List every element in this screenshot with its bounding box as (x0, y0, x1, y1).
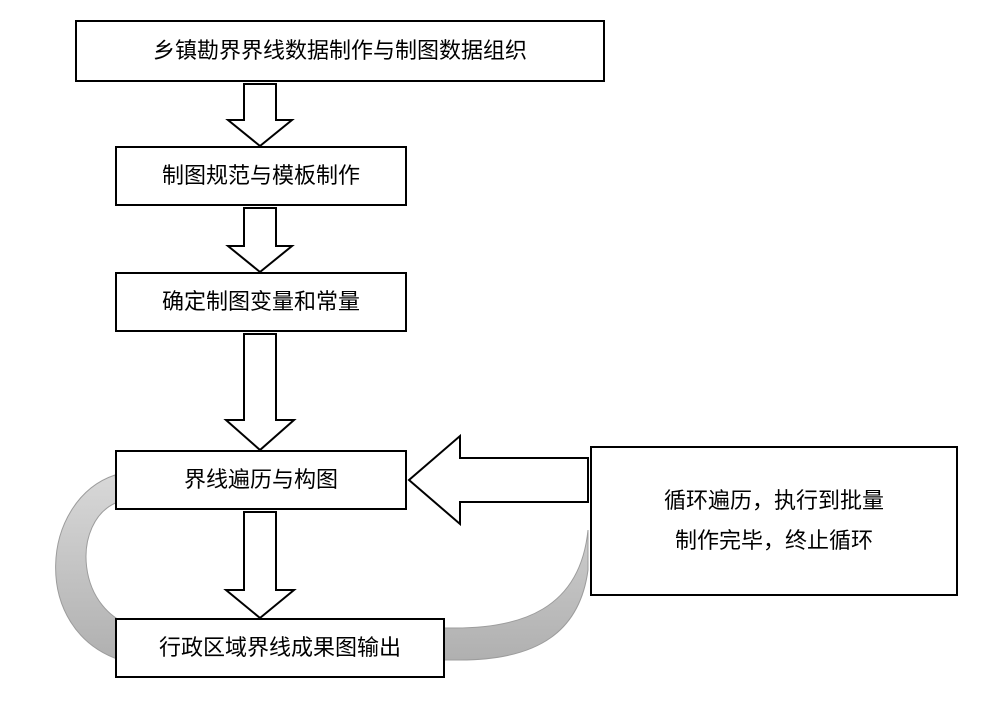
node-label: 制图规范与模板制作 (154, 156, 368, 196)
node-loop-desc: 循环遍历，执行到批量 制作完毕，终止循环 (590, 446, 958, 596)
node-data-prep: 乡镇勘界界线数据制作与制图数据组织 (75, 20, 605, 82)
node-variables: 确定制图变量和常量 (115, 272, 407, 332)
node-template: 制图规范与模板制作 (115, 146, 407, 206)
arrow-down-icon (228, 84, 292, 146)
node-output: 行政区域界线成果图输出 (115, 618, 445, 678)
loop-ribbon (0, 0, 1000, 714)
node-label: 行政区域界线成果图输出 (151, 628, 409, 668)
node-label: 乡镇勘界界线数据制作与制图数据组织 (145, 31, 535, 71)
arrows-layer (0, 0, 1000, 714)
arrow-down-icon (228, 208, 292, 272)
arrow-left-icon (409, 436, 588, 524)
arrow-down-icon (226, 512, 294, 618)
node-label: 确定制图变量和常量 (154, 282, 368, 322)
node-label: 界线遍历与构图 (176, 460, 346, 500)
arrow-down-icon (226, 334, 294, 450)
node-traverse: 界线遍历与构图 (115, 450, 407, 510)
node-label: 循环遍历，执行到批量 制作完毕，终止循环 (656, 481, 892, 560)
